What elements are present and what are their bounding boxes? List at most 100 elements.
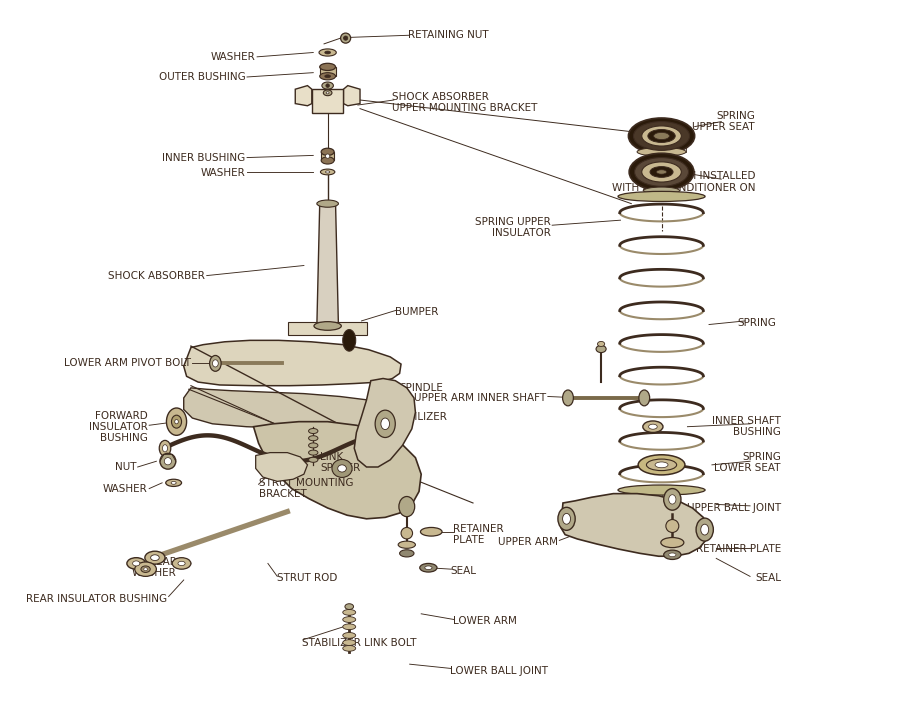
Ellipse shape: [321, 157, 334, 164]
Ellipse shape: [144, 567, 148, 570]
Ellipse shape: [321, 149, 334, 156]
Polygon shape: [311, 89, 344, 113]
Ellipse shape: [596, 345, 606, 353]
Ellipse shape: [425, 566, 432, 570]
Circle shape: [340, 33, 351, 43]
Text: SHIM INSTALLED
WITH AIR CONDITIONER ON: SHIM INSTALLED WITH AIR CONDITIONER ON: [612, 172, 755, 193]
Ellipse shape: [637, 148, 686, 156]
Ellipse shape: [166, 408, 186, 435]
Ellipse shape: [309, 450, 318, 455]
Text: FORWARD
INSULATOR
BUSHING: FORWARD INSULATOR BUSHING: [89, 410, 148, 443]
Ellipse shape: [320, 73, 336, 80]
Text: REAR INSULATOR BUSHING: REAR INSULATOR BUSHING: [26, 594, 167, 604]
Ellipse shape: [648, 130, 675, 143]
Text: STRUT ROD: STRUT ROD: [277, 572, 338, 583]
Ellipse shape: [639, 390, 650, 406]
Ellipse shape: [309, 435, 318, 441]
Ellipse shape: [643, 421, 663, 433]
Ellipse shape: [629, 154, 694, 190]
Ellipse shape: [165, 458, 172, 465]
Ellipse shape: [323, 90, 332, 96]
Ellipse shape: [638, 455, 685, 475]
Ellipse shape: [558, 508, 575, 531]
Ellipse shape: [210, 355, 221, 371]
Text: SEAL: SEAL: [450, 566, 476, 575]
Text: SPRING
LOWER SEAT: SPRING LOWER SEAT: [715, 452, 781, 473]
Ellipse shape: [618, 191, 705, 201]
Polygon shape: [256, 453, 308, 482]
Ellipse shape: [171, 482, 176, 485]
Ellipse shape: [135, 562, 157, 576]
Text: RETAINING NUT: RETAINING NUT: [409, 30, 489, 40]
Ellipse shape: [326, 84, 329, 87]
Ellipse shape: [172, 415, 182, 428]
Ellipse shape: [562, 390, 573, 406]
Ellipse shape: [326, 92, 329, 94]
Ellipse shape: [319, 49, 337, 56]
Ellipse shape: [642, 126, 681, 146]
Ellipse shape: [420, 528, 442, 536]
Ellipse shape: [419, 563, 437, 572]
Ellipse shape: [150, 554, 159, 560]
Ellipse shape: [160, 454, 176, 469]
Ellipse shape: [132, 561, 140, 566]
Ellipse shape: [375, 410, 395, 438]
Circle shape: [344, 36, 347, 40]
Ellipse shape: [145, 551, 165, 564]
Text: LINK
SPACER: LINK SPACER: [320, 452, 361, 473]
Text: WASHER: WASHER: [103, 484, 148, 494]
Ellipse shape: [212, 360, 219, 367]
Ellipse shape: [696, 518, 714, 541]
Ellipse shape: [381, 418, 390, 430]
Ellipse shape: [166, 479, 182, 487]
Text: SPRING UPPER
INSULATOR: SPRING UPPER INSULATOR: [475, 217, 551, 238]
Ellipse shape: [332, 459, 352, 477]
Text: INNER SHAFT
BUSHING: INNER SHAFT BUSHING: [712, 416, 781, 438]
Polygon shape: [184, 340, 401, 386]
Ellipse shape: [618, 485, 705, 495]
Text: UPPER BALL JOINT: UPPER BALL JOINT: [687, 503, 781, 513]
Ellipse shape: [661, 538, 684, 547]
Ellipse shape: [172, 557, 191, 569]
Ellipse shape: [343, 624, 356, 629]
Ellipse shape: [628, 118, 695, 154]
Polygon shape: [355, 379, 416, 467]
Text: SPRING: SPRING: [738, 318, 777, 328]
Ellipse shape: [663, 489, 681, 510]
Text: RETAINER PLATE: RETAINER PLATE: [696, 544, 781, 554]
Ellipse shape: [656, 170, 667, 174]
Text: SEAL: SEAL: [755, 572, 781, 583]
Ellipse shape: [338, 465, 346, 472]
Ellipse shape: [343, 329, 356, 351]
Text: NUT: NUT: [114, 462, 136, 472]
Ellipse shape: [644, 187, 680, 194]
Text: WASHER: WASHER: [211, 52, 256, 62]
Ellipse shape: [642, 162, 681, 182]
Ellipse shape: [649, 424, 657, 429]
Ellipse shape: [634, 158, 688, 186]
Text: SHOCK ABSORBER: SHOCK ABSORBER: [108, 270, 205, 280]
Ellipse shape: [159, 441, 171, 456]
Ellipse shape: [317, 200, 338, 207]
Text: INNER BUSHING: INNER BUSHING: [162, 153, 246, 162]
Text: LOWER ARM PIVOT BOLT: LOWER ARM PIVOT BOLT: [64, 358, 191, 368]
Polygon shape: [295, 86, 311, 106]
Ellipse shape: [663, 550, 681, 559]
Ellipse shape: [320, 169, 335, 174]
Circle shape: [401, 528, 412, 539]
Ellipse shape: [398, 541, 416, 548]
Ellipse shape: [653, 133, 670, 140]
Text: SPINDLE: SPINDLE: [400, 383, 444, 393]
Ellipse shape: [309, 428, 318, 433]
Polygon shape: [321, 152, 334, 161]
Ellipse shape: [343, 640, 356, 645]
Ellipse shape: [400, 549, 414, 557]
Ellipse shape: [345, 603, 354, 609]
Ellipse shape: [669, 553, 676, 557]
Ellipse shape: [343, 645, 356, 651]
Polygon shape: [317, 203, 338, 326]
Polygon shape: [288, 322, 367, 335]
Ellipse shape: [650, 167, 673, 177]
Ellipse shape: [325, 51, 330, 54]
Ellipse shape: [343, 616, 356, 622]
